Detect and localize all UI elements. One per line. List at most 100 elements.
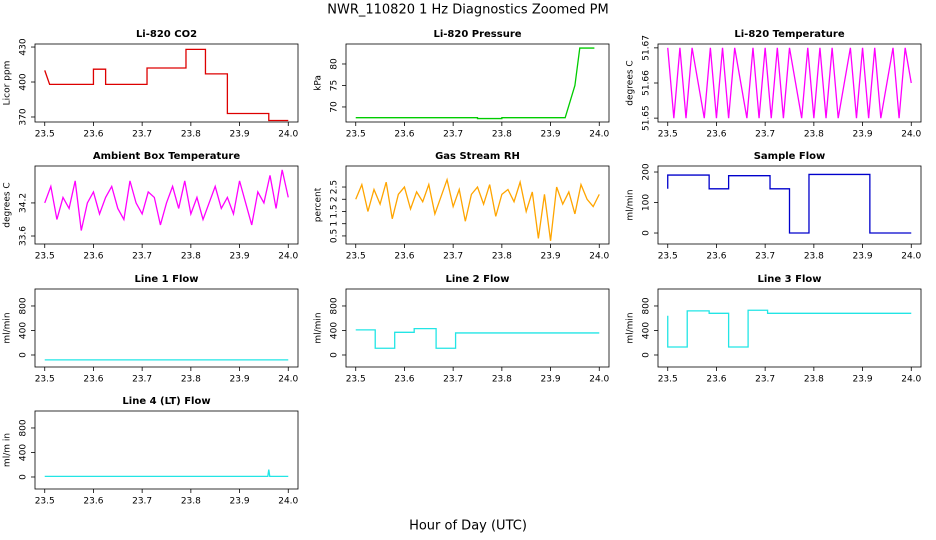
data-line [355,177,600,241]
plot-frame [34,410,299,490]
y-tick-label: 70 [330,101,340,113]
y-tick-label: 800 [19,419,29,436]
x-tick-label: 23.5 [346,375,366,385]
y-tick-label: 400 [19,322,29,339]
y-tick-label: 0 [19,352,29,358]
panel-title: Sample Flow [754,151,826,162]
plot-frame [34,165,299,245]
data-line [355,47,595,120]
x-tick-label: 23.7 [132,252,152,262]
x-tick-label: 23.5 [35,375,55,385]
y-tick-label: 0 [642,352,652,358]
x-tick-label: 23.6 [706,252,726,262]
x-tick-label: 23.6 [394,375,414,385]
y-tick-label: 33.6 [19,226,29,246]
x-tick-label: 23.9 [230,252,250,262]
x-tick-label: 23.9 [230,375,250,385]
x-tick-label: 23.7 [132,375,152,385]
y-axis-label: ml/min [314,312,324,343]
x-tick-label: 23.6 [83,130,103,140]
y-tick-label: 1 [330,221,340,227]
y-tick-label: 2.5 [330,180,340,194]
x-tick-label: 23.8 [804,252,824,262]
x-tick-label: 24.0 [901,252,921,262]
panel-title: Ambient Box Temperature [93,151,240,162]
panel-title: Line 4 (LT) Flow [122,396,210,407]
panel-title: Line 1 Flow [135,274,199,285]
x-tick-label: 23.5 [658,375,678,385]
plot-frame [657,288,922,368]
x-tick-label: 23.8 [804,130,824,140]
y-tick-label: 1.5 [330,204,340,218]
panel-title: Gas Stream RH [435,151,520,162]
plot-frame [345,288,610,368]
x-tick-label: 23.9 [230,130,250,140]
x-tick-label: 23.6 [83,252,103,262]
y-tick-label: 400 [642,322,652,339]
x-tick-label: 23.7 [132,130,152,140]
y-tick-label: 0.5 [330,229,340,243]
y-axis-label: ml/min [626,189,636,220]
y-tick-label: 51.67 [642,35,652,61]
panel-title: Li-820 Temperature [734,29,844,40]
x-tick-label: 23.7 [443,130,463,140]
x-tick-label: 23.5 [658,130,678,140]
y-tick-label: 400 [330,322,340,339]
data-line [667,309,912,348]
x-tick-label: 24.0 [278,252,298,262]
y-tick-label: 2 [330,196,340,202]
plot-frame [34,43,299,123]
x-tick-label: 24.0 [901,375,921,385]
x-tick-label: 23.8 [181,252,201,262]
x-tick-label: 23.9 [853,252,873,262]
plot-frame [657,165,922,245]
x-tick-label: 23.6 [706,375,726,385]
x-tick-label: 23.8 [181,375,201,385]
x-tick-label: 23.8 [492,375,512,385]
x-tick-label: 23.8 [492,130,512,140]
x-tick-label: 23.9 [853,375,873,385]
x-tick-label: 23.9 [230,497,250,507]
x-tick-label: 24.0 [589,130,609,140]
panel-title: Li-820 CO2 [136,29,197,40]
x-tick-label: 23.8 [181,497,201,507]
y-tick-label: 400 [19,444,29,461]
y-tick-label: 0 [19,474,29,480]
x-tick-label: 24.0 [901,130,921,140]
x-axis-label: Hour of Day (UTC) [409,519,527,534]
data-line [667,47,912,119]
y-axis-label: Licor ppm [3,61,13,106]
x-tick-label: 23.6 [706,130,726,140]
y-axis-label: ml/min [3,312,13,343]
x-tick-label: 24.0 [278,375,298,385]
y-tick-label: 800 [19,297,29,314]
x-tick-label: 23.8 [804,375,824,385]
y-tick-label: 370 [19,108,29,125]
x-tick-label: 23.8 [181,130,201,140]
y-tick-label: 34.2 [19,193,29,213]
x-tick-label: 23.5 [346,252,366,262]
data-line [44,469,289,478]
x-tick-label: 23.7 [755,375,775,385]
x-tick-label: 23.6 [394,130,414,140]
plot-frame [345,165,610,245]
x-tick-label: 23.7 [755,130,775,140]
x-tick-label: 24.0 [278,130,298,140]
panel-title: Li-820 Pressure [433,29,521,40]
x-tick-label: 23.5 [658,252,678,262]
x-tick-label: 23.7 [443,375,463,385]
x-tick-label: 23.7 [132,497,152,507]
y-tick-label: 75 [330,80,340,91]
x-tick-label: 24.0 [589,375,609,385]
panel-title: Line 3 Flow [758,274,822,285]
panel-title: Line 2 Flow [446,274,510,285]
y-axis-label: degrees C [3,182,13,227]
data-line [44,48,289,122]
x-tick-label: 23.8 [492,252,512,262]
x-tick-label: 24.0 [278,497,298,507]
plot-frame [345,43,610,123]
x-tick-label: 23.5 [346,130,366,140]
y-axis-label: ml/min [626,312,636,343]
y-tick-label: 400 [19,73,29,90]
x-tick-label: 23.5 [35,497,55,507]
